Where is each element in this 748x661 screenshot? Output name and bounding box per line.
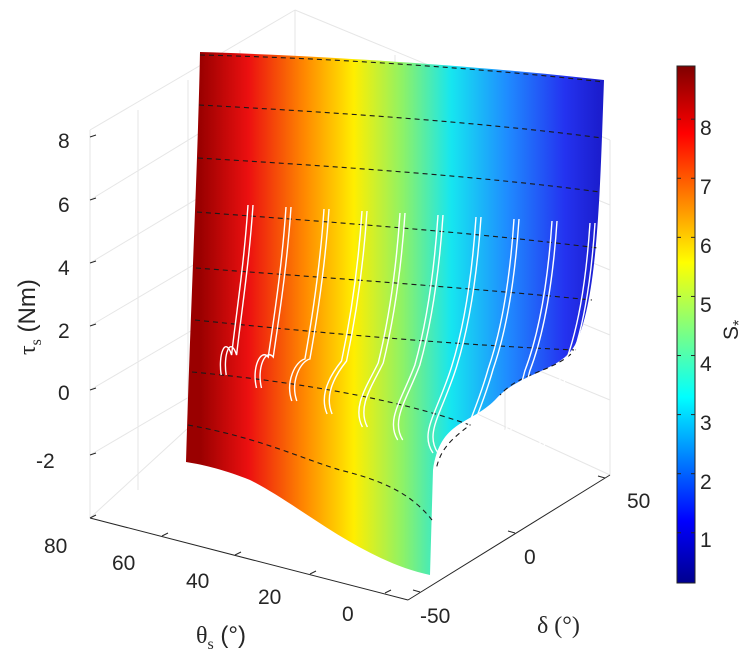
measured-trace [432, 216, 482, 454]
theta-tick-mark [161, 532, 169, 537]
z-tick-label: 0 [58, 382, 70, 405]
delta-tick-mark [412, 589, 421, 593]
colorbar-tick-label: 5 [700, 294, 712, 317]
z-axis-label: τs (Nm) [14, 279, 45, 355]
theta-tick-label: 60 [112, 552, 135, 575]
delta-axis-line [407, 474, 611, 601]
measured-trace [530, 222, 591, 493]
theta-tick-label: 40 [186, 570, 209, 593]
measured-trace [219, 204, 249, 376]
theta-tick-label: 0 [342, 603, 354, 626]
theta-axis-line [89, 517, 409, 601]
z-tick-label: -2 [36, 450, 55, 473]
z-tick-labels: -2 0 2 4 6 8 [36, 130, 70, 473]
surface-sheet [186, 52, 604, 575]
colorbar-tick-label: 7 [700, 176, 712, 199]
y-axis-label: δ (°) [537, 613, 580, 639]
z-tick-label: 4 [58, 257, 70, 280]
contour-line [198, 104, 603, 139]
z-tick-label: 2 [58, 320, 70, 343]
measured-trace [254, 206, 287, 389]
z-tick-label: 6 [58, 194, 70, 217]
z-tick-label: 8 [58, 130, 70, 153]
colorbar-tick-label: 6 [700, 235, 712, 258]
theta-tick-mark [309, 570, 317, 575]
z-tick-mark [89, 197, 97, 201]
delta-tick-labels: 50 0 -50 [420, 490, 650, 628]
colorbar [676, 65, 696, 584]
axis-lines [89, 134, 611, 601]
theta-tick-mark [234, 551, 242, 556]
contour-line [199, 54, 605, 83]
measured-trace [501, 220, 558, 480]
colorbar-label: S* [720, 320, 748, 340]
measured-traces [219, 204, 596, 493]
measured-trace [224, 204, 254, 376]
measured-trace [363, 212, 406, 428]
colorbar-tick-labels: 1 2 3 4 5 6 7 8 [700, 117, 712, 552]
z-tick-mark [89, 260, 97, 264]
z-tick-mark [89, 134, 97, 138]
delta-tick-mark [507, 530, 516, 534]
delta-tick-label: 50 [627, 490, 650, 513]
measured-trace [259, 206, 292, 389]
contour-line [195, 267, 593, 301]
measured-trace [288, 208, 325, 402]
theta-tick-mark [89, 514, 97, 519]
z-tick-mark [89, 387, 97, 391]
measured-trace [535, 222, 596, 493]
colorbar-tick-label: 8 [700, 117, 712, 140]
colorbar-tick-label: 2 [700, 471, 712, 494]
measured-trace [323, 210, 363, 415]
contour-line [187, 424, 433, 521]
measured-trace [397, 214, 444, 441]
colorbar-tick-label: 4 [700, 353, 712, 376]
z-tick-mark [89, 452, 97, 456]
delta-tick-label: -50 [420, 605, 450, 628]
x-axis-label: θs (°) [196, 622, 246, 653]
theta-tick-mark [384, 589, 392, 594]
contour-line [194, 319, 577, 396]
colorbar-tick-label: 3 [700, 412, 712, 435]
measured-trace [392, 214, 439, 441]
delta-tick-label: 0 [524, 546, 536, 569]
measured-trace [358, 212, 401, 428]
measured-trace [427, 216, 477, 454]
theta-tick-labels: 80 60 40 20 0 [44, 535, 354, 626]
grid-line [89, 9, 296, 131]
colorbar-tick-label: 1 [700, 529, 712, 552]
theta-tick-label: 20 [258, 586, 281, 609]
measured-trace [496, 220, 553, 480]
measured-trace [466, 218, 520, 467]
colorbar-ticks [677, 118, 695, 534]
z-tick-mark [89, 323, 97, 327]
measured-trace [328, 210, 368, 415]
theta-tick-label: 80 [44, 535, 67, 558]
contour-line [197, 157, 601, 193]
measured-trace [461, 218, 515, 467]
delta-tick-mark [597, 475, 606, 479]
measured-trace [293, 208, 330, 402]
contour-lines [187, 54, 605, 521]
contour-line [191, 371, 472, 471]
